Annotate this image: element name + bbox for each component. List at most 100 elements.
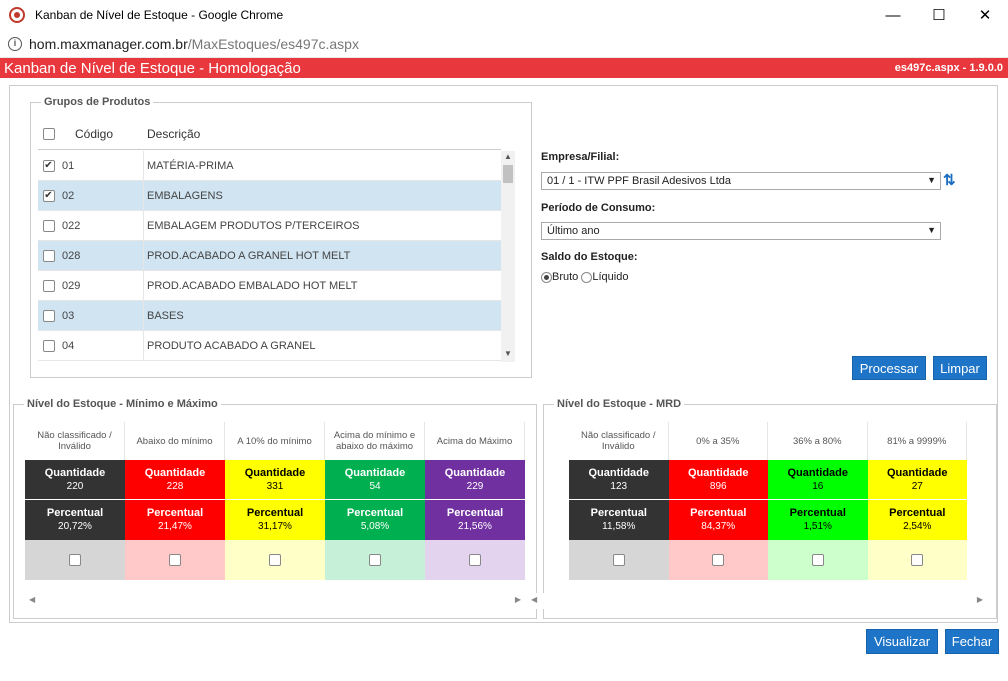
window-titlebar: Kanban de Nível de Estoque - Google Chro… [0, 0, 1008, 30]
minimize-button[interactable]: — [885, 6, 901, 24]
kanban-quantity-box[interactable]: Quantidade 229 [425, 460, 525, 500]
kanban-checkbox[interactable] [911, 554, 924, 566]
row-checkbox[interactable] [42, 309, 55, 322]
kanban-quantity-box[interactable]: Quantidade 228 [125, 460, 225, 500]
percent-label: Percentual [590, 507, 647, 519]
quantity-label: Quantidade [787, 466, 848, 479]
kanban-percent-box[interactable]: Percentual 31,17% [225, 500, 325, 540]
kanban-column-header: 0% a 35% [669, 422, 768, 460]
kanban-checkbox[interactable] [811, 554, 824, 566]
col-desc-header[interactable]: Descrição [147, 126, 201, 141]
kanban-percent-box[interactable]: Percentual 1,51% [768, 500, 868, 540]
kanban-percent-box[interactable]: Percentual 5,08% [325, 500, 425, 540]
close-button[interactable]: ✕ [978, 7, 992, 24]
row-desc: EMBALAGEM PRODUTOS P/TERCEIROS [147, 219, 360, 232]
table-row[interactable]: ✔ 01 MATÉRIA-PRIMA [38, 151, 501, 181]
percent-value: 20,72% [58, 521, 92, 532]
kanban-quantity-box[interactable]: Quantidade 54 [325, 460, 425, 500]
table-row[interactable]: 04 PRODUTO ACABADO A GRANEL [38, 331, 501, 361]
empresa-select[interactable]: 01 / 1 - ITW PPF Brasil Adesivos Ltda ▼ [541, 172, 941, 190]
mrd-legend: Nível do Estoque - MRD [557, 398, 682, 410]
quantity-label: Quantidade [588, 466, 649, 479]
kanban-checkbox[interactable] [612, 554, 625, 566]
kanban-quantity-box[interactable]: Quantidade 27 [867, 460, 967, 500]
minmax-hscrollbar[interactable]: ◀ ▶ [25, 593, 525, 609]
kanban-checkbox[interactable] [369, 554, 381, 566]
kanban-percent-box[interactable]: Percentual 20,72% [25, 500, 125, 540]
limpar-button[interactable]: Limpar [933, 356, 987, 380]
row-checkbox[interactable] [42, 219, 55, 232]
scroll-left-icon[interactable]: ◀ [29, 595, 36, 604]
col-code-header[interactable]: Código [75, 126, 114, 141]
periodo-select[interactable]: Último ano ▼ [541, 222, 941, 240]
kanban-checkbox[interactable] [169, 554, 181, 566]
empresa-select-value: 01 / 1 - ITW PPF Brasil Adesivos Ltda [547, 175, 732, 187]
kanban-quantity-box[interactable]: Quantidade 220 [25, 460, 125, 500]
address-bar[interactable]: i hom.maxmanager.com.br /MaxEstoques/es4… [0, 31, 1008, 58]
table-row[interactable]: ✔ 02 EMBALAGENS [38, 181, 501, 211]
table-row[interactable]: 029 PROD.ACABADO EMBALADO HOT MELT [38, 271, 501, 301]
kanban-checkbox[interactable] [269, 554, 281, 566]
kanban-percent-box[interactable]: Percentual 21,56% [425, 500, 525, 540]
saldo-radio-group: Bruto Líquido [541, 271, 628, 283]
scroll-right-icon[interactable]: ▶ [514, 595, 521, 604]
maximize-button[interactable]: ☐ [932, 7, 946, 24]
row-desc: PRODUTO ACABADO A GRANEL [147, 339, 316, 352]
scroll-down-icon[interactable]: ▼ [504, 349, 512, 358]
kanban-column-header: 81% a 9999% [868, 422, 967, 460]
row-checkbox[interactable] [42, 279, 55, 292]
quantity-value: 331 [266, 480, 284, 492]
percent-label: Percentual [146, 507, 204, 519]
refresh-icon[interactable]: ⇅ [943, 172, 956, 189]
kanban-checkbox[interactable] [469, 554, 481, 566]
table-row[interactable]: 022 EMBALAGEM PRODUTOS P/TERCEIROS [38, 211, 501, 241]
liquido-radio[interactable] [581, 271, 593, 283]
scroll-thumb[interactable] [503, 165, 513, 183]
row-code: 022 [59, 211, 144, 240]
row-checkbox[interactable]: ✔ [42, 159, 55, 172]
kanban-column-header: Não classificado / Inválido [569, 422, 669, 460]
row-checkbox[interactable] [42, 339, 55, 352]
scroll-right-icon[interactable]: ▶ [976, 595, 983, 604]
main-panel: Grupos de Produtos Código Descrição ✔ 01 M… [9, 85, 998, 623]
kanban-percent-box[interactable]: Percentual 11,58% [569, 500, 669, 540]
row-checkbox[interactable] [42, 249, 55, 262]
row-checkbox[interactable]: ✔ [42, 189, 55, 202]
kanban-quantity-box[interactable]: Quantidade 123 [569, 460, 669, 500]
quantity-value: 229 [466, 480, 484, 492]
row-code: 028 [59, 241, 144, 270]
mrd-hscrollbar[interactable]: ◀ ▶ [527, 593, 987, 609]
percent-value: 1,51% [803, 521, 832, 532]
kanban-quantity-box[interactable]: Quantidade 896 [668, 460, 768, 500]
scroll-left-icon[interactable]: ◀ [531, 595, 538, 604]
groups-scrollbar[interactable]: ▲ ▼ [501, 151, 515, 362]
app-logo-icon [9, 7, 25, 23]
kanban-column: Acima do mínimo e abaixo do máximo Quanti… [325, 422, 425, 580]
kanban-checkbox[interactable] [712, 554, 725, 566]
visualizar-button[interactable]: Visualizar [866, 629, 938, 654]
quantity-label: Quantidade [687, 466, 749, 479]
percent-value: 21,56% [458, 521, 492, 532]
kanban-select-cell [25, 540, 125, 580]
quantity-label: Quantidade [344, 466, 406, 479]
info-icon[interactable]: i [8, 37, 22, 51]
quantity-value: 123 [610, 480, 628, 492]
kanban-quantity-box[interactable]: Quantidade 331 [225, 460, 325, 500]
kanban-percent-box[interactable]: Percentual 84,37% [668, 500, 768, 540]
groups-table-header: Código Descrição [38, 118, 501, 150]
kanban-checkbox[interactable] [69, 554, 81, 566]
bruto-label: Bruto [552, 271, 579, 283]
kanban-column: Acima do Máximo Quantidade 229 Percentual 21… [425, 422, 525, 580]
fechar-button[interactable]: Fechar [945, 629, 999, 654]
kanban-percent-box[interactable]: Percentual 21,47% [125, 500, 225, 540]
kanban-column: 81% a 9999% Quantidade 27 Percentual 2,54% [867, 422, 967, 580]
kanban-percent-box[interactable]: Percentual 2,54% [867, 500, 967, 540]
table-row[interactable]: 03 BASES [38, 301, 501, 331]
select-all-checkbox[interactable] [42, 127, 55, 140]
processar-button[interactable]: Processar [852, 356, 926, 380]
table-row[interactable]: 028 PROD.ACABADO A GRANEL HOT MELT [38, 241, 501, 271]
bruto-radio[interactable] [541, 271, 552, 283]
row-code: 04 [59, 331, 144, 360]
kanban-quantity-box[interactable]: Quantidade 16 [768, 460, 868, 500]
scroll-up-icon[interactable]: ▲ [504, 152, 512, 161]
